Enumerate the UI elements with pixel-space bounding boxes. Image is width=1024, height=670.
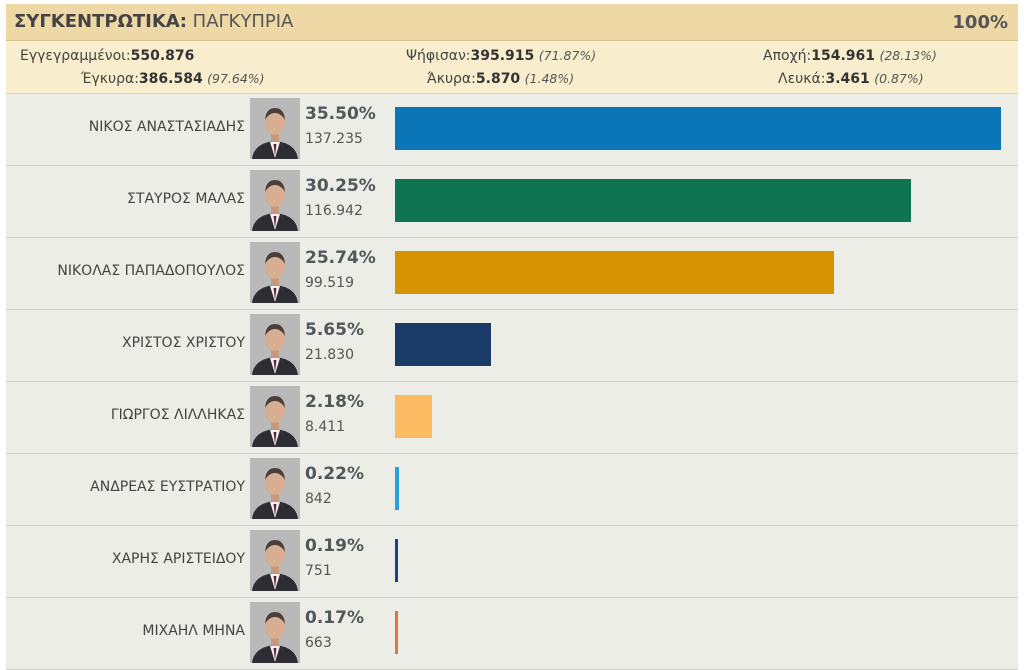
candidate-photo bbox=[250, 386, 300, 447]
vote-percent: 5.65% bbox=[305, 320, 364, 340]
candidate-row: ΧΑΡΗΣ ΑΡΙΣΤΕΙΔΟΥ 0.19% 751 bbox=[6, 526, 1018, 598]
results-panel: ΣΥΓΚΕΝΤΡΩΤΙΚΑ: ΠΑΓΚΥΠΡΙΑ 100% Εγγεγραμμέ… bbox=[6, 4, 1018, 670]
stat-valid: Έγκυρα:386.584 (97.64%) bbox=[81, 71, 265, 87]
candidate-photo bbox=[250, 314, 300, 375]
candidate-name: ΣΤΑΥΡΟΣ ΜΑΛΑΣ bbox=[127, 191, 245, 207]
vote-count: 8.411 bbox=[305, 419, 346, 435]
vote-count: 842 bbox=[305, 491, 332, 507]
candidate-photo bbox=[250, 242, 300, 303]
candidate-name: ΝΙΚΟΣ ΑΝΑΣΤΑΣΙΑΔΗΣ bbox=[88, 119, 245, 135]
stat-pct: (28.13%) bbox=[879, 48, 937, 63]
stat-label: Αποχή: bbox=[763, 48, 812, 64]
vote-bar bbox=[395, 251, 834, 294]
candidate-row: ΧΡΙΣΤΟΣ ΧΡΙΣΤΟΥ 5.65% 21.830 bbox=[6, 310, 1018, 382]
candidate-photo bbox=[250, 602, 300, 663]
candidate-row: ΑΝΔΡΕΑΣ ΕΥΣΤΡΑΤΙΟΥ 0.22% 842 bbox=[6, 454, 1018, 526]
candidate-name: ΜΙΧΑΗΛ ΜΗΝΑ bbox=[142, 623, 245, 639]
page-title: ΣΥΓΚΕΝΤΡΩΤΙΚΑ: ΠΑΓΚΥΠΡΙΑ bbox=[14, 11, 293, 32]
stat-label: Έγκυρα: bbox=[81, 71, 139, 87]
stat-invalid: Άκυρα:5.870 (1.48%) bbox=[427, 71, 574, 87]
vote-count: 137.235 bbox=[305, 131, 363, 147]
vote-bar bbox=[395, 467, 399, 510]
stat-value: 395.915 bbox=[470, 48, 535, 64]
stat-abstention: Αποχή:154.961 (28.13%) bbox=[763, 48, 937, 64]
candidate-row: ΝΙΚΟΣ ΑΝΑΣΤΑΣΙΑΔΗΣ 35.50% 137.235 bbox=[6, 94, 1018, 166]
candidate-name: ΝΙΚΟΛΑΣ ΠΑΠΑΔΟΠΟΥΛΟΣ bbox=[57, 263, 245, 279]
stat-registered: Εγγεγραμμένοι:550.876 bbox=[20, 48, 194, 64]
stat-pct: (97.64%) bbox=[207, 71, 265, 86]
vote-count: 751 bbox=[305, 563, 332, 579]
vote-count: 663 bbox=[305, 635, 332, 651]
stat-pct: (71.87%) bbox=[538, 48, 597, 63]
stats-summary: Εγγεγραμμένοι:550.876 Ψήφισαν:395.915 (7… bbox=[6, 41, 1018, 95]
candidate-name: ΑΝΔΡΕΑΣ ΕΥΣΤΡΑΤΙΟΥ bbox=[90, 479, 245, 495]
stat-label: Άκυρα: bbox=[427, 71, 476, 87]
stat-voted: Ψήφισαν:395.915 (71.87%) bbox=[406, 48, 596, 64]
stat-value: 3.461 bbox=[825, 71, 870, 87]
stat-value: 386.584 bbox=[138, 71, 203, 87]
stat-label: Λευκά: bbox=[778, 71, 826, 87]
header-bar: ΣΥΓΚΕΝΤΡΩΤΙΚΑ: ΠΑΓΚΥΠΡΙΑ 100% bbox=[6, 4, 1018, 41]
candidate-photo bbox=[250, 530, 300, 591]
vote-percent: 30.25% bbox=[305, 176, 376, 196]
stat-blank: Λευκά:3.461 (0.87%) bbox=[778, 71, 924, 87]
vote-bar bbox=[395, 611, 398, 654]
vote-percent: 25.74% bbox=[305, 248, 376, 268]
candidate-name: ΧΑΡΗΣ ΑΡΙΣΤΕΙΔΟΥ bbox=[111, 551, 245, 567]
stat-label: Ψήφισαν: bbox=[406, 48, 471, 64]
candidate-name: ΧΡΙΣΤΟΣ ΧΡΙΣΤΟΥ bbox=[121, 335, 245, 351]
vote-percent: 0.17% bbox=[305, 608, 364, 628]
vote-bar bbox=[395, 107, 1001, 150]
vote-percent: 35.50% bbox=[305, 104, 376, 124]
candidate-row: ΝΙΚΟΛΑΣ ΠΑΠΑΔΟΠΟΥΛΟΣ 25.74% 99.519 bbox=[6, 238, 1018, 310]
candidate-row: ΜΙΧΑΗΛ ΜΗΝΑ 0.17% 663 bbox=[6, 598, 1018, 670]
stat-value: 550.876 bbox=[130, 48, 195, 64]
vote-percent: 0.19% bbox=[305, 536, 364, 556]
vote-bar bbox=[395, 323, 491, 366]
candidate-photo bbox=[250, 458, 300, 519]
vote-bar bbox=[395, 179, 911, 222]
title-bold: ΣΥΓΚΕΝΤΡΩΤΙΚΑ: bbox=[14, 11, 187, 32]
candidate-row: ΣΤΑΥΡΟΣ ΜΑΛΑΣ 30.25% 116.942 bbox=[6, 166, 1018, 238]
counted-percent: 100% bbox=[952, 12, 1008, 33]
stat-value: 154.961 bbox=[811, 48, 876, 64]
stat-value: 5.870 bbox=[475, 71, 521, 87]
vote-count: 116.942 bbox=[305, 203, 363, 219]
stat-label: Εγγεγραμμένοι: bbox=[20, 48, 131, 64]
vote-percent: 0.22% bbox=[305, 464, 364, 484]
vote-bar bbox=[395, 539, 398, 582]
stat-pct: (1.48%) bbox=[524, 71, 575, 86]
vote-bar bbox=[395, 395, 432, 438]
vote-count: 21.830 bbox=[305, 347, 354, 363]
vote-count: 99.519 bbox=[305, 275, 354, 291]
candidate-photo bbox=[250, 98, 300, 159]
candidate-row: ΓΙΩΡΓΟΣ ΛΙΛΛΗΚΑΣ 2.18% 8.411 bbox=[6, 382, 1018, 454]
stat-pct: (0.87%) bbox=[874, 71, 924, 86]
vote-percent: 2.18% bbox=[305, 392, 364, 412]
title-region: ΠΑΓΚΥΠΡΙΑ bbox=[186, 11, 294, 32]
candidate-name: ΓΙΩΡΓΟΣ ΛΙΛΛΗΚΑΣ bbox=[110, 407, 245, 423]
candidate-photo bbox=[250, 170, 300, 231]
